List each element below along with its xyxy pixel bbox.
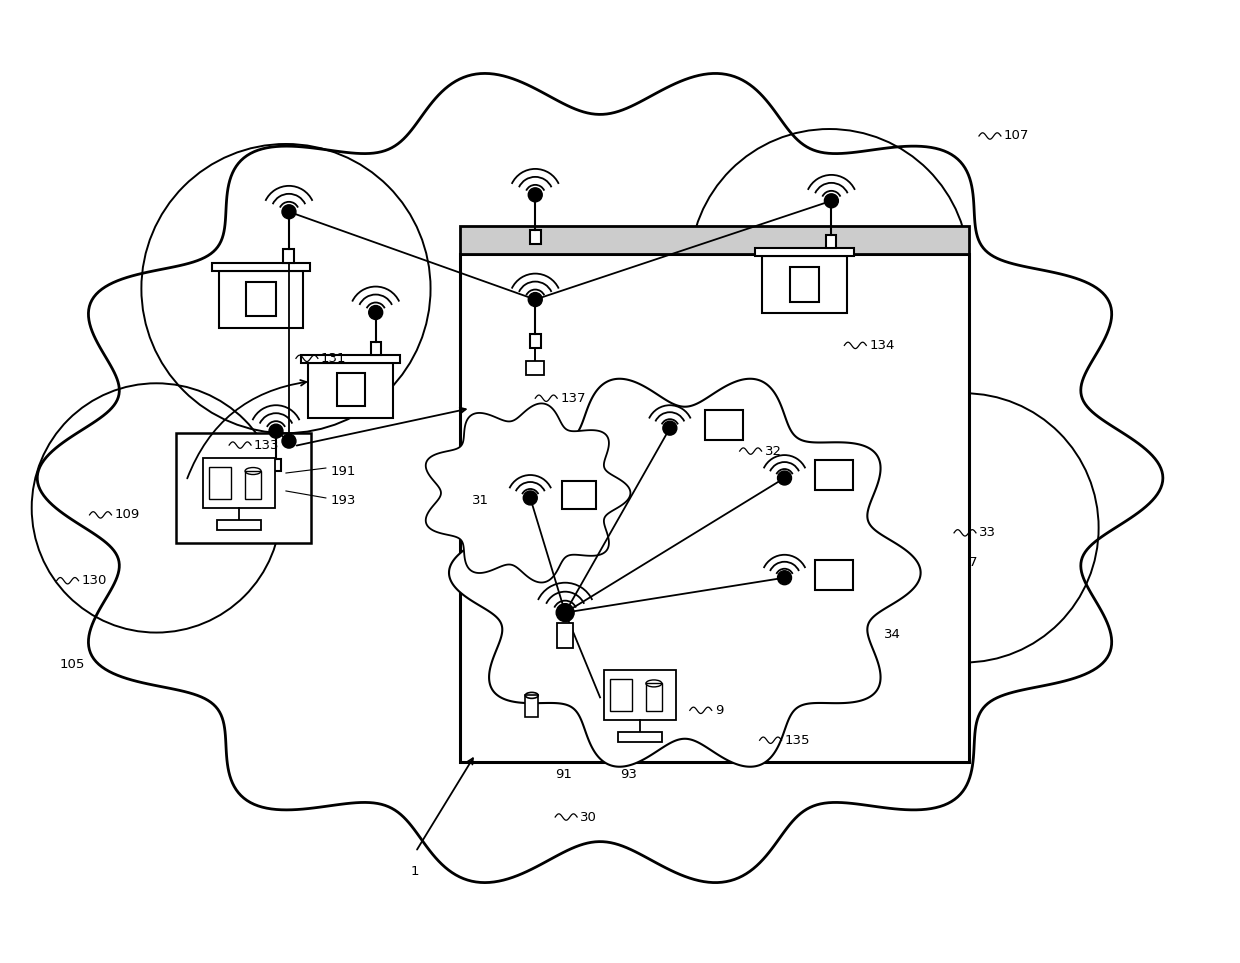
Bar bbox=[203, 458, 275, 508]
Bar bbox=[529, 334, 541, 349]
Circle shape bbox=[368, 305, 383, 320]
Bar bbox=[604, 670, 676, 720]
Text: 93: 93 bbox=[620, 768, 637, 781]
Bar bbox=[337, 374, 365, 406]
Bar bbox=[284, 248, 294, 263]
Text: 91: 91 bbox=[556, 768, 572, 781]
Bar bbox=[790, 267, 820, 301]
Circle shape bbox=[281, 434, 296, 448]
Text: 131: 131 bbox=[321, 351, 346, 365]
Text: 135: 135 bbox=[785, 734, 810, 746]
Bar bbox=[562, 481, 596, 509]
Bar bbox=[218, 271, 304, 328]
Bar bbox=[618, 732, 662, 742]
Bar bbox=[460, 225, 968, 253]
Bar bbox=[557, 623, 573, 647]
Text: 133: 133 bbox=[254, 438, 279, 452]
Bar bbox=[272, 459, 281, 471]
Text: 193: 193 bbox=[331, 494, 356, 508]
Text: 34: 34 bbox=[884, 628, 901, 641]
Circle shape bbox=[557, 604, 574, 621]
Circle shape bbox=[777, 471, 791, 485]
Circle shape bbox=[825, 194, 838, 208]
Bar bbox=[176, 433, 311, 543]
Circle shape bbox=[777, 571, 791, 585]
Circle shape bbox=[663, 421, 677, 435]
Bar bbox=[826, 235, 836, 247]
Text: 31: 31 bbox=[472, 494, 490, 508]
Bar bbox=[816, 560, 853, 589]
Text: 191: 191 bbox=[331, 464, 356, 478]
Text: 7: 7 bbox=[968, 557, 977, 569]
Text: 107: 107 bbox=[1004, 129, 1029, 143]
Bar bbox=[526, 695, 538, 717]
Bar bbox=[217, 520, 262, 530]
Polygon shape bbox=[37, 73, 1163, 883]
Text: 30: 30 bbox=[580, 811, 596, 823]
Bar bbox=[460, 253, 968, 762]
Circle shape bbox=[528, 188, 542, 202]
Bar bbox=[526, 361, 544, 376]
Bar bbox=[246, 281, 277, 317]
Bar bbox=[246, 471, 262, 499]
Text: 130: 130 bbox=[82, 574, 107, 587]
Circle shape bbox=[281, 205, 296, 219]
Circle shape bbox=[523, 491, 537, 505]
Text: 1: 1 bbox=[410, 866, 419, 878]
Bar bbox=[704, 410, 743, 440]
Text: 9: 9 bbox=[714, 704, 723, 716]
Bar bbox=[210, 467, 231, 499]
Text: 109: 109 bbox=[114, 508, 140, 521]
Text: 33: 33 bbox=[978, 527, 996, 539]
Bar bbox=[301, 355, 401, 363]
Bar bbox=[529, 230, 541, 244]
Polygon shape bbox=[425, 403, 630, 583]
Bar bbox=[816, 460, 853, 490]
Circle shape bbox=[528, 293, 542, 306]
Text: 137: 137 bbox=[560, 392, 585, 404]
Bar bbox=[371, 343, 381, 355]
Text: 134: 134 bbox=[869, 339, 894, 351]
Bar bbox=[309, 363, 393, 418]
Bar bbox=[755, 247, 854, 255]
Bar bbox=[212, 263, 310, 271]
Text: 32: 32 bbox=[765, 445, 781, 457]
Text: 105: 105 bbox=[60, 658, 86, 671]
Bar bbox=[646, 684, 662, 712]
Circle shape bbox=[269, 424, 283, 438]
Bar bbox=[763, 255, 847, 314]
Bar bbox=[610, 680, 632, 712]
Polygon shape bbox=[449, 378, 920, 767]
